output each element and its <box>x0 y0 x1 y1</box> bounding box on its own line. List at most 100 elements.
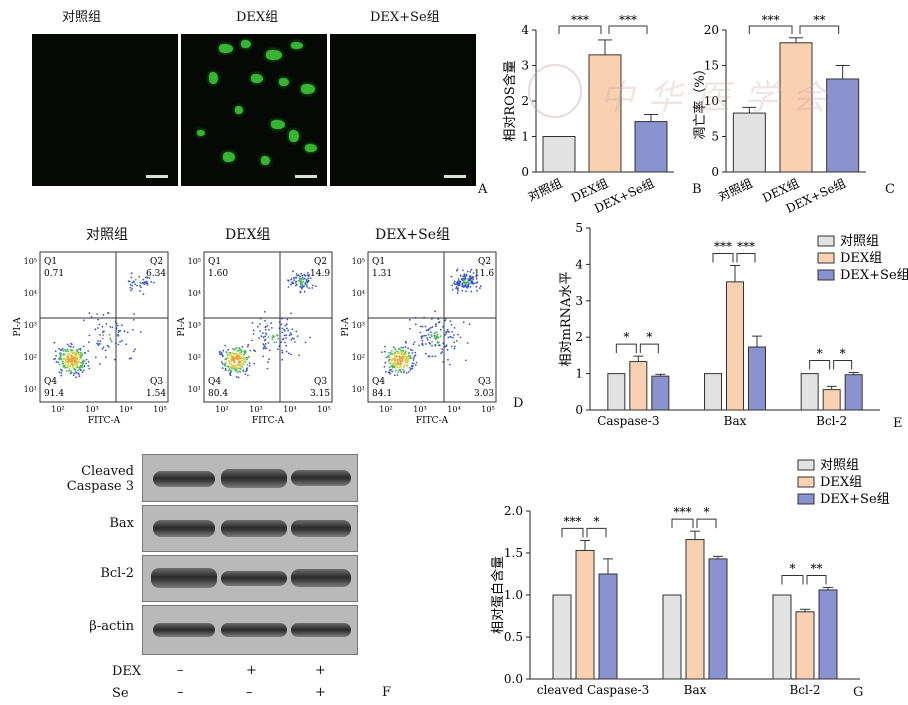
flow-event-dot <box>394 361 397 364</box>
flow-event-dot <box>242 361 245 363</box>
flow-event-dot <box>234 364 237 367</box>
flow-event-dot <box>268 328 270 331</box>
flow-event-dot <box>54 357 57 360</box>
flow-event-dot <box>230 367 233 369</box>
flow-event-dot <box>79 366 82 369</box>
flow-event-dot <box>82 345 85 348</box>
flow-event-dot <box>299 275 301 278</box>
flow-event-dot <box>58 371 61 374</box>
y-tick-label: 10² <box>24 353 37 362</box>
flow-event-dot <box>82 362 85 364</box>
flow-event-dot <box>238 355 240 358</box>
x-tick-label: 10⁵ <box>481 405 494 414</box>
flow-event-dot <box>232 347 234 350</box>
flow-event-dot <box>68 360 71 363</box>
flow-event-dot <box>436 333 439 336</box>
flow-event-dot <box>465 283 468 285</box>
flow-event-dot <box>67 350 70 353</box>
flow-event-dot <box>387 360 390 362</box>
flow-event-dot <box>470 268 473 271</box>
flow-event-dot <box>307 277 309 280</box>
flow-event-dot <box>94 328 97 331</box>
flow-event-dot <box>392 353 394 355</box>
flow-event-dot <box>224 344 227 347</box>
quadrant-value: 1.31 <box>372 269 392 279</box>
flow-event-dot <box>264 347 267 350</box>
flow-event-dot <box>97 340 99 342</box>
flow-event-dot <box>281 349 283 352</box>
flow-event-dot <box>465 286 468 288</box>
flow-event-dot <box>265 333 268 336</box>
flow-event-dot <box>235 346 238 349</box>
bar <box>708 558 728 680</box>
flow-event-dot <box>311 287 314 289</box>
flow-event-dot <box>88 334 91 337</box>
flow-event-dot <box>75 354 77 357</box>
sig-label: *** <box>564 514 582 528</box>
quadrant-name: Q2 <box>150 257 163 267</box>
flow-event-dot <box>59 355 62 358</box>
x-tick-label: Caspase-3 <box>597 414 659 428</box>
flow-event-dot <box>60 352 63 355</box>
flow-event-dot <box>435 323 437 326</box>
flow-event-dot <box>437 318 440 321</box>
wb-label-caspase3: Cleaved Caspase 3 <box>66 464 134 494</box>
sig-bracket <box>781 574 804 585</box>
flow-event-dot <box>101 325 104 328</box>
flow-event-dot <box>457 287 459 290</box>
flow-event-dot <box>240 351 243 354</box>
flow-event-dot <box>81 371 84 373</box>
flow-event-dot <box>427 329 429 332</box>
flow-event-dot <box>62 358 65 361</box>
flow-event-dot <box>83 369 85 372</box>
flow-event-dot <box>431 340 434 343</box>
y-tick-label: 0 <box>575 403 583 417</box>
flow-event-dot <box>283 334 286 337</box>
flow-event-dot <box>388 366 391 368</box>
flow-event-dot <box>62 353 65 355</box>
y-axis-label: 相对蛋白含量 <box>490 556 506 634</box>
flow-event-dot <box>298 354 300 357</box>
flow-event-dot <box>293 337 295 340</box>
flow-event-dot <box>445 331 448 334</box>
flow-event-dot <box>394 355 397 358</box>
flow-event-dot <box>241 359 244 362</box>
flow-event-dot <box>399 366 402 369</box>
sign: – <box>177 663 184 678</box>
flow-event-dot <box>224 369 227 371</box>
flow-event-dot <box>73 372 76 375</box>
flow-event-dot <box>459 275 462 277</box>
flow-event-dot <box>451 284 454 287</box>
flow-event-dot <box>83 365 86 367</box>
x-tick-label: 10² <box>51 405 64 414</box>
flow-event-dot <box>415 361 418 364</box>
flow-event-dot <box>227 357 230 359</box>
flow-event-dot <box>234 353 237 356</box>
sig-bracket <box>586 527 607 538</box>
flow-event-dot <box>466 342 469 344</box>
y-tick-label: 5 <box>575 221 583 235</box>
quadrant-name: Q2 <box>314 257 327 267</box>
flow-event-dot <box>461 278 463 280</box>
flow-event-dot <box>67 370 70 372</box>
flow-event-dot <box>82 319 85 322</box>
flow-event-dot <box>475 277 478 280</box>
flow-event-dot <box>414 364 417 366</box>
flow-event-dot <box>224 367 227 370</box>
flow-event-dot <box>404 358 407 361</box>
flow-event-dot <box>243 359 246 362</box>
y-tick-label: 0 <box>521 165 529 179</box>
flow-event-dot <box>245 370 247 373</box>
flow-event-dot <box>303 285 305 288</box>
flow-event-dot <box>66 348 69 351</box>
x-tick-label: 10³ <box>85 405 98 414</box>
flow-event-dot <box>286 327 288 330</box>
quadrant-name: Q4 <box>372 377 385 387</box>
flow-event-dot <box>309 277 312 279</box>
flow-event-dot <box>99 342 101 345</box>
flow-event-dot <box>270 322 272 325</box>
flow-event-dot <box>64 359 67 361</box>
y-tick-label: 10¹ <box>352 385 365 394</box>
flow-event-dot <box>431 326 434 328</box>
flow-event-dot <box>227 348 230 351</box>
